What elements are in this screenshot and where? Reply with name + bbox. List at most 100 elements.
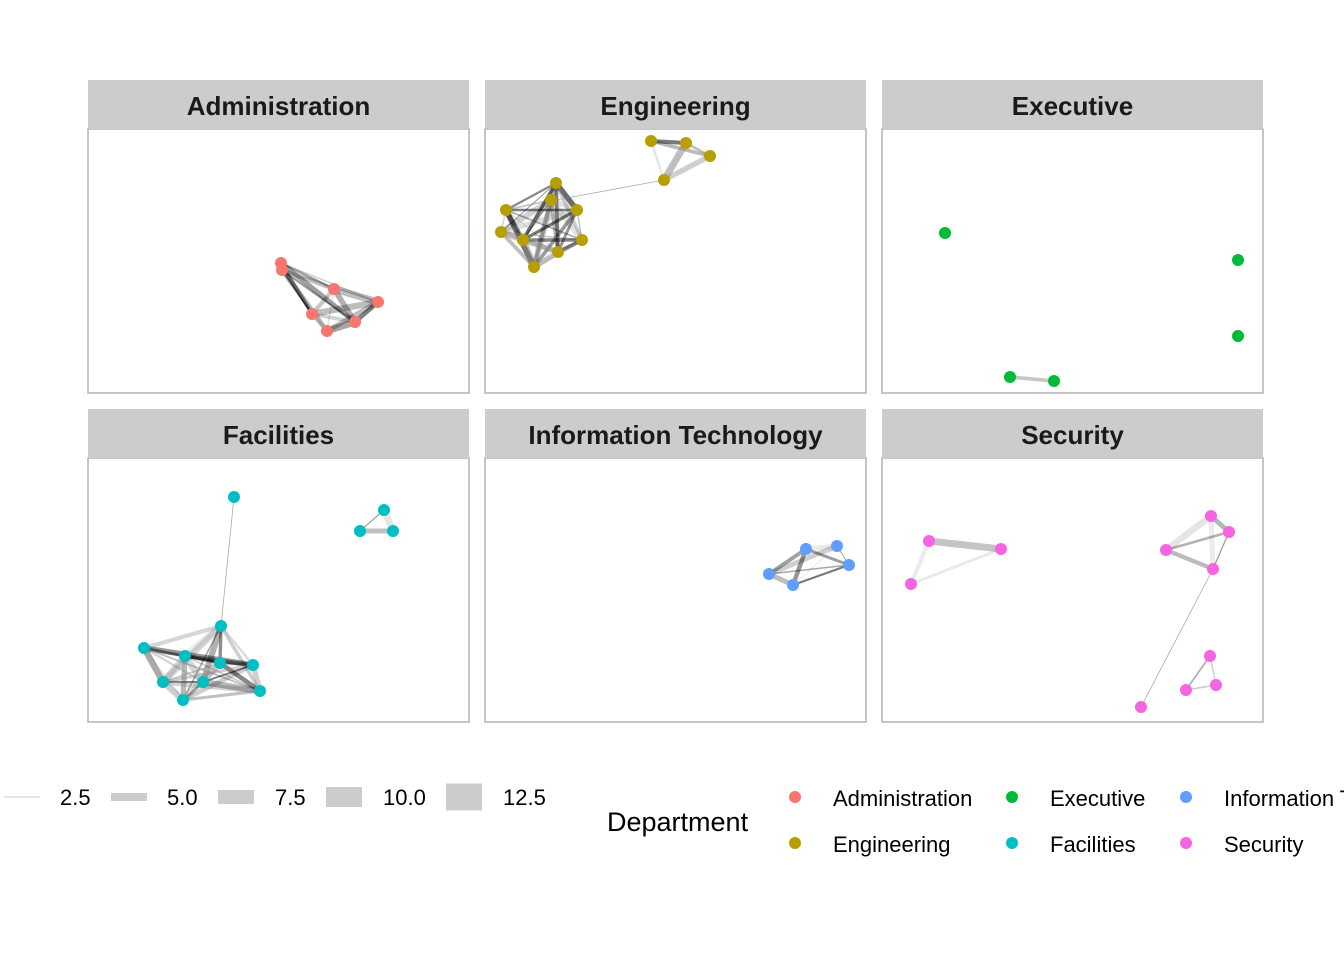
node bbox=[843, 559, 855, 571]
edge bbox=[200, 625, 224, 683]
edge bbox=[143, 647, 184, 701]
node bbox=[276, 264, 288, 276]
node bbox=[354, 525, 366, 537]
edge bbox=[331, 287, 358, 324]
facet-strip bbox=[882, 409, 1263, 458]
node bbox=[517, 234, 529, 246]
node bbox=[321, 325, 333, 337]
node bbox=[1048, 375, 1060, 387]
edge bbox=[500, 231, 583, 241]
legend-key-point bbox=[1006, 837, 1018, 849]
legend-label: 12.5 bbox=[503, 785, 546, 810]
facet-panel-security: Security bbox=[881, 409, 1264, 723]
edge bbox=[279, 261, 357, 324]
edge bbox=[182, 623, 224, 659]
edge bbox=[162, 679, 261, 694]
edge bbox=[554, 182, 560, 253]
edge bbox=[280, 262, 328, 332]
legend-key-point bbox=[1006, 791, 1018, 803]
edge bbox=[522, 237, 559, 255]
edge bbox=[768, 543, 838, 577]
node bbox=[228, 491, 240, 503]
facet-panel-information-technology: Information Technology bbox=[484, 409, 867, 723]
edge bbox=[500, 207, 578, 235]
node bbox=[1232, 254, 1244, 266]
edge bbox=[280, 262, 379, 303]
node bbox=[177, 694, 189, 706]
edge bbox=[505, 209, 583, 241]
edge bbox=[182, 689, 261, 702]
legend-label: Engineering bbox=[833, 832, 950, 857]
edge bbox=[143, 646, 204, 684]
edge bbox=[505, 181, 557, 212]
facet-strip-label: Information Technology bbox=[528, 420, 823, 450]
legend-label: Executive bbox=[1050, 786, 1145, 811]
legend-label: 10.0 bbox=[383, 785, 426, 810]
facet-strip-label: Engineering bbox=[600, 91, 750, 121]
node bbox=[1223, 526, 1235, 538]
edge bbox=[549, 199, 560, 253]
node bbox=[571, 204, 583, 216]
facet-strip bbox=[882, 80, 1263, 129]
edge bbox=[555, 179, 665, 201]
edge bbox=[767, 547, 808, 576]
edge bbox=[556, 209, 579, 253]
node bbox=[1204, 650, 1216, 662]
edge bbox=[325, 299, 380, 334]
edge bbox=[162, 663, 254, 684]
facet-panel-engineering: Engineering bbox=[484, 80, 867, 394]
facet-panel-administration: Administration bbox=[87, 80, 470, 394]
edge bbox=[908, 540, 932, 585]
edge bbox=[181, 662, 255, 703]
facet-panel-facilities: Facilities bbox=[87, 409, 470, 723]
legend-label: 2.5 bbox=[60, 785, 91, 810]
edge bbox=[521, 182, 558, 241]
edge bbox=[662, 153, 712, 183]
node bbox=[372, 296, 384, 308]
edge bbox=[522, 199, 552, 241]
node bbox=[157, 676, 169, 688]
edge bbox=[141, 646, 166, 684]
legend-label: Security bbox=[1224, 832, 1303, 857]
node bbox=[254, 685, 266, 697]
node bbox=[378, 504, 390, 516]
edge bbox=[1140, 568, 1214, 708]
node bbox=[939, 227, 951, 239]
edge bbox=[184, 655, 261, 692]
facet-strip-label: Security bbox=[1021, 420, 1124, 450]
node bbox=[1180, 684, 1192, 696]
facet-panel-executive: Executive bbox=[881, 80, 1264, 394]
legend-label: Facilities bbox=[1050, 832, 1136, 857]
facet-strip bbox=[88, 409, 469, 458]
edge bbox=[220, 625, 254, 666]
legend-label: 7.5 bbox=[275, 785, 306, 810]
edge bbox=[219, 625, 262, 692]
edge bbox=[220, 496, 235, 627]
facet-strip bbox=[88, 80, 469, 129]
edge bbox=[532, 208, 579, 269]
node bbox=[197, 676, 209, 688]
legend-key-width bbox=[218, 790, 254, 804]
edge bbox=[162, 662, 221, 683]
legend-label: Administration bbox=[833, 786, 972, 811]
edge bbox=[522, 208, 578, 242]
panel-background bbox=[87, 457, 470, 723]
legend-title: Department bbox=[607, 807, 749, 837]
node bbox=[215, 620, 227, 632]
edge bbox=[499, 197, 553, 235]
edge bbox=[202, 664, 254, 683]
edge bbox=[792, 545, 838, 586]
edge bbox=[182, 625, 222, 701]
facet-strip-label: Facilities bbox=[223, 420, 334, 450]
node bbox=[552, 246, 564, 258]
facet-strip-label: Executive bbox=[1012, 91, 1133, 121]
legend-edge-width: 2.5 5.0 7.5 10.0 12.5 bbox=[4, 783, 546, 811]
edge bbox=[311, 312, 356, 324]
node bbox=[387, 525, 399, 537]
node bbox=[495, 226, 507, 238]
edge bbox=[1009, 375, 1055, 383]
legend-key-point bbox=[1180, 791, 1192, 803]
node bbox=[905, 578, 917, 590]
node bbox=[179, 650, 191, 662]
